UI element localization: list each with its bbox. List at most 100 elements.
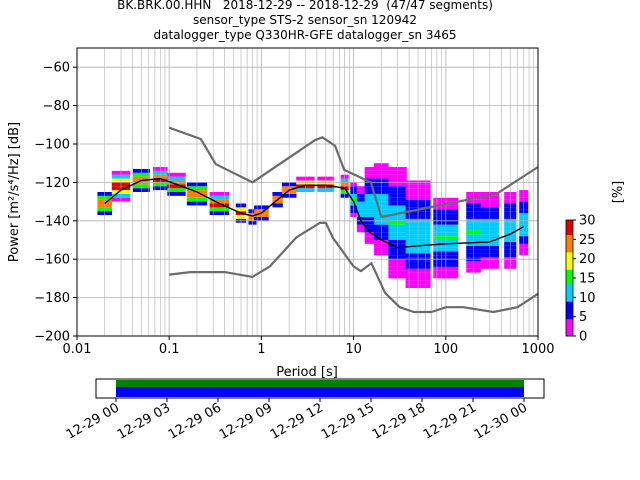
curves: [104, 126, 539, 314]
timeline-tick-label: 12-30 00: [472, 400, 530, 442]
ppsd-cell: [356, 190, 365, 194]
colorbar-tick-label: 15: [579, 272, 596, 287]
low-noise-model-line: [169, 221, 539, 314]
colorbar-segment: [566, 275, 573, 279]
timeline-tick-label: 12-29 00: [64, 400, 122, 442]
colorbar-segment: [566, 295, 573, 299]
timeline-tick-label: 12-29 15: [319, 400, 377, 442]
timeline-tick-label: 12-29 06: [166, 400, 224, 442]
colorbar-segment: [566, 327, 573, 331]
ppsd-cell: [364, 167, 376, 171]
colorbar-segment: [566, 324, 573, 328]
colorbar-segment: [566, 263, 573, 267]
colorbar-segment: [566, 266, 573, 270]
ppsd-cell: [209, 195, 230, 200]
colorbar-segment: [566, 309, 573, 314]
colorbar-segment: [566, 286, 573, 291]
colorbar-segment: [566, 298, 573, 302]
y-tick-label: −100: [34, 138, 70, 153]
ppsd-cell: [364, 209, 376, 214]
colorbar-segment: [566, 321, 573, 325]
colorbar-segment: [566, 254, 573, 259]
colorbar: 0 5 10 15 20 25 30: [565, 214, 596, 345]
plot-frame: [76, 47, 539, 337]
colorbar-tick-label: 5: [579, 310, 587, 325]
colorbar-segment: [566, 312, 573, 317]
colorbar-tick-label: 20: [579, 252, 596, 267]
colorbar-segment: [566, 231, 573, 235]
ppsd-cell: [209, 207, 230, 212]
timeline-tick-label: 12-29 09: [217, 400, 275, 442]
ppsd-cell: [167, 184, 186, 189]
y-tick-label: −160: [34, 253, 70, 268]
ppsd-cell: [364, 170, 376, 175]
ppsd-cell: [364, 193, 376, 198]
colorbar-segment: [566, 283, 573, 288]
colorbar-segment: [566, 280, 573, 285]
timeline-coverage: [95, 378, 545, 399]
colorbar-segment: [566, 307, 573, 311]
colorbar-segment: [566, 243, 573, 247]
ppsd-cell: [356, 186, 365, 191]
chart-title-line-1: BK.BRK.00.HHN 2018-12-29 -- 2018-12-29 (…: [117, 0, 493, 12]
ppsd-cell: [356, 193, 365, 198]
ppsd-cell: [167, 172, 186, 177]
ppsd-cell: [364, 232, 376, 237]
ppsd-cell: [364, 213, 376, 217]
y-tick-label: −180: [34, 291, 70, 306]
ppsd-cell: [364, 236, 376, 240]
colorbar-segment: [566, 225, 573, 230]
ppsd-cell: [209, 203, 230, 208]
ppsd-cell: [364, 224, 376, 229]
colorbar-segment: [566, 269, 573, 273]
ppsd-cell: [364, 216, 376, 221]
colorbar-segment: [566, 251, 573, 256]
ppsd-cell: [356, 205, 365, 210]
colorbar-segment: [566, 315, 573, 320]
ppsd-cell: [356, 228, 365, 233]
colorbar-tick-label: 0: [579, 330, 587, 345]
ppsd-cell: [364, 201, 376, 206]
ppsd-cell: [356, 197, 365, 202]
colorbar-segment: [566, 301, 573, 305]
ppsd-cell: [364, 182, 376, 187]
plot-grid: [76, 48, 538, 337]
colorbar-segment: [566, 240, 573, 244]
y-tick-label: −80: [43, 99, 70, 114]
ppsd-cell: [356, 201, 365, 206]
mean-psd-line: [104, 177, 525, 249]
timeline-tick-label: 12-29 21: [421, 400, 479, 442]
colorbar-segment: [566, 228, 573, 233]
ppsd-cell: [364, 220, 376, 225]
ppsd-cell: [272, 199, 283, 204]
ppsd-cell: [364, 190, 376, 194]
colorbar-segment: [566, 246, 573, 250]
colorbar-segment: [566, 260, 573, 264]
colorbar-segment: [566, 222, 573, 227]
axes: 0.01 0.1 1 10 100 1000 −200 −180 −160 −140 −120 −10…: [34, 61, 554, 357]
ppsd-cell: [167, 176, 186, 181]
ppsd-cell: [364, 240, 376, 244]
x-axis-label: Period [s]: [276, 365, 338, 380]
x-tick-label: 1000: [521, 342, 554, 357]
ppsd-cell: [364, 197, 376, 202]
ppsd-cell: [272, 195, 283, 200]
y-tick-label: −140: [34, 214, 70, 229]
y-axis-label: Power [m²/s⁴/Hz] [dB]: [7, 122, 22, 262]
colorbar-segment: [566, 292, 573, 296]
chart-title-line-3: datalogger_type Q330HR-GFE datalogger_sn…: [153, 28, 457, 42]
colorbar-tick-label: 10: [579, 291, 596, 306]
x-tick-label: 10: [345, 342, 362, 357]
timeline-tick-label: 12-29 12: [268, 400, 326, 442]
x-tick-label: 0.01: [63, 342, 92, 357]
chart-title-line-2: sensor_type STS-2 sensor_sn 120942: [193, 13, 417, 27]
colorbar-segment: [566, 330, 573, 334]
colorbar-segment: [566, 289, 573, 293]
colorbar-segment: [566, 318, 573, 322]
x-tick-label: 1: [257, 342, 265, 357]
ppsd-cell: [364, 228, 376, 233]
colorbar-segment: [566, 272, 573, 276]
ppsd-cell: [272, 203, 283, 208]
